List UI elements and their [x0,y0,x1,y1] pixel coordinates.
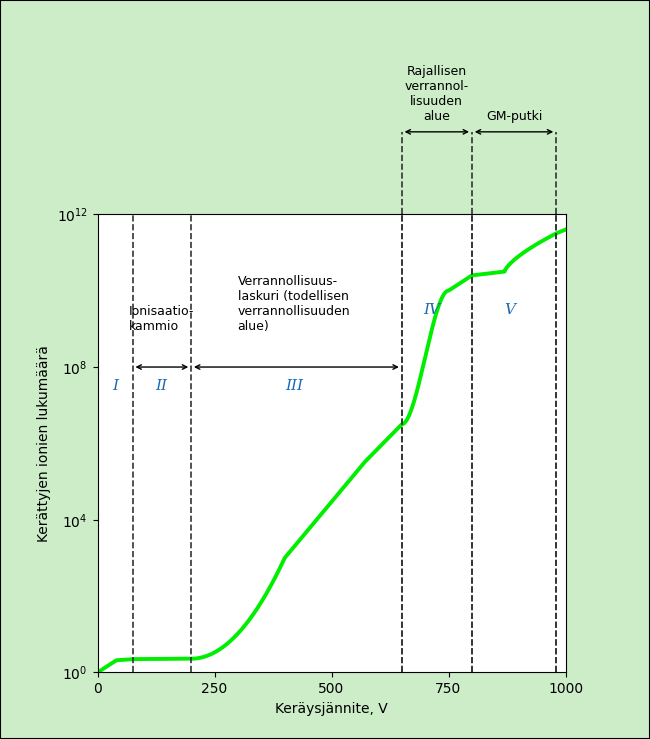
Text: Ionisaatio-
kammio: Ionisaatio- kammio [129,304,194,333]
Text: I: I [112,379,118,393]
Text: V: V [504,303,515,317]
X-axis label: Keräysjännite, V: Keräysjännite, V [275,702,388,716]
Text: IV: IV [424,303,441,317]
Text: II: II [155,379,168,393]
Text: III: III [285,379,303,393]
Text: GM-putki: GM-putki [486,109,542,123]
Text: Rajallisen
verrannol-
lisuuden
alue: Rajallisen verrannol- lisuuden alue [405,65,469,123]
Text: Verrannollisuus-
laskuri (todellisen
verrannollisuuden
alue): Verrannollisuus- laskuri (todellisen ver… [238,275,350,333]
Y-axis label: Kerättyjen ionien lukumäärä: Kerättyjen ionien lukumäärä [37,345,51,542]
